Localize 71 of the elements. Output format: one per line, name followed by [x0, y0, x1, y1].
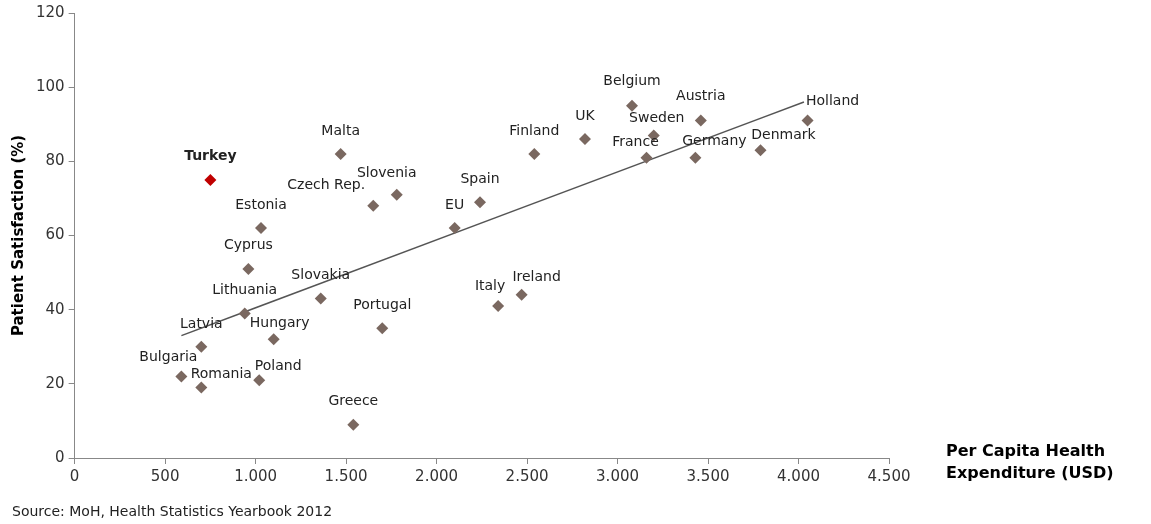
annotation: UK [575, 106, 596, 123]
x-tick-label: 3.000 [596, 466, 640, 485]
point [689, 151, 702, 164]
annotation: Cyprus [223, 235, 273, 252]
point [492, 299, 505, 312]
annotation: Sweden [629, 109, 685, 126]
annotation: Slovakia [291, 266, 351, 283]
point [528, 147, 541, 160]
annotation: Bulgaria [139, 348, 198, 365]
x-tick-label: 0 [69, 466, 80, 485]
point [367, 199, 380, 212]
x-axis-title: Per Capita Health Expenditure (USD) [946, 440, 1115, 484]
point [347, 418, 360, 431]
annotation: Hungary [249, 313, 310, 330]
annotation: France [612, 133, 659, 150]
point [267, 333, 280, 346]
annotation: Romania [190, 365, 252, 382]
point [694, 114, 707, 127]
y-tick-label: 40 [45, 299, 65, 318]
y-tick-label: 60 [45, 225, 65, 244]
point [242, 262, 255, 275]
x-tick-label: 2.000 [415, 466, 459, 485]
point [474, 196, 487, 209]
point [195, 381, 208, 394]
annotation: Holland [805, 92, 860, 109]
x-tick-label: 4.000 [777, 466, 820, 485]
point [515, 288, 528, 301]
y-tick-label: 80 [45, 151, 65, 170]
annotation: Denmark [751, 125, 817, 142]
x-tick-label: 1.000 [234, 466, 278, 485]
y-tick-label: 100 [35, 77, 65, 96]
annotation: Turkey [184, 146, 237, 163]
point [448, 222, 461, 235]
y-axis-title: Patient Satisfaction (%) [8, 134, 27, 337]
annotation: Poland [254, 356, 302, 373]
x-tick-label: 1.500 [324, 466, 368, 485]
annotation: Spain [460, 169, 500, 186]
annotation: Austria [676, 87, 726, 104]
point [376, 322, 389, 335]
x-tick-label: 4.500 [867, 466, 911, 485]
point [626, 99, 639, 112]
annotation: Belgium [603, 72, 661, 89]
annotation: Lithuania [212, 281, 278, 298]
point [195, 340, 208, 353]
source-note: Source: MoH, Health Statistics Yearbook 2012 [12, 503, 333, 519]
point [238, 307, 251, 320]
annotation: Malta [321, 121, 360, 138]
annotation: Portugal [353, 295, 412, 312]
y-tick-label: 20 [45, 373, 65, 392]
x-tick-label: 3.500 [686, 466, 730, 485]
point [314, 292, 327, 305]
y-tick-label: 120 [35, 2, 65, 21]
point [334, 147, 347, 160]
annotation: Greece [328, 392, 379, 409]
point [204, 173, 217, 186]
point [754, 144, 767, 157]
point [175, 370, 188, 383]
x-tick-label: 2.500 [505, 466, 549, 485]
point [640, 151, 653, 164]
annotation: Estonia [235, 195, 287, 212]
point [255, 222, 268, 235]
point [578, 133, 591, 146]
annotation: EU [445, 195, 465, 212]
annotation: Finland [509, 121, 560, 138]
point [390, 188, 403, 201]
x-tick-label: 500 [150, 466, 180, 485]
annotation: Italy [474, 276, 506, 293]
point [801, 114, 814, 127]
y-tick-label: 0 [55, 447, 65, 466]
annotation: Ireland [512, 268, 561, 285]
point [253, 374, 266, 387]
